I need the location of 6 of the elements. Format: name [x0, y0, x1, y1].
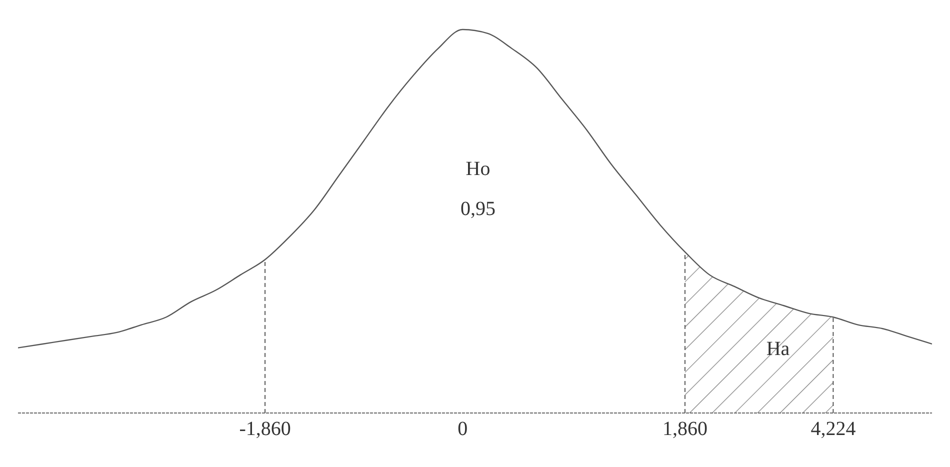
x-tick-label: 1,860	[662, 418, 708, 440]
annotation: 0,95	[460, 198, 496, 221]
x-tick-label: 0	[458, 418, 468, 440]
x-tick-label: 4,224	[810, 418, 856, 440]
annotation: Ho	[464, 158, 492, 181]
x-tick-label: -1,860	[239, 418, 291, 440]
